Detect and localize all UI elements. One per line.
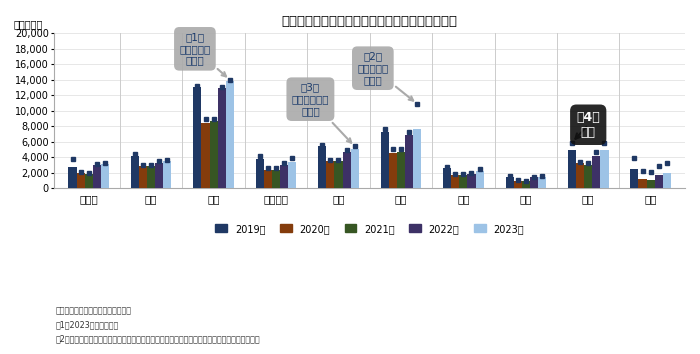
Bar	[381, 132, 388, 188]
Bar	[592, 156, 601, 188]
Bar	[193, 87, 202, 188]
Bar	[288, 162, 296, 188]
Bar	[351, 149, 359, 188]
Bar	[147, 166, 155, 188]
Text: 資料：観光庁「宿泊旅行統計調査」: 資料：観光庁「宿泊旅行統計調査」	[56, 306, 132, 315]
Bar	[584, 165, 592, 188]
Bar	[131, 156, 139, 188]
Bar	[101, 164, 109, 188]
Bar	[638, 179, 647, 188]
Bar	[218, 88, 226, 188]
Bar	[76, 173, 85, 188]
Bar	[654, 175, 663, 188]
Bar	[601, 150, 608, 188]
Bar	[93, 165, 101, 188]
Text: 第2位
京阪などの
都市部: 第2位 京阪などの 都市部	[357, 52, 413, 101]
Bar	[663, 173, 671, 188]
Bar	[272, 170, 280, 188]
Bar	[139, 166, 147, 188]
Bar	[209, 121, 218, 188]
Bar	[264, 170, 272, 188]
Bar	[335, 161, 342, 188]
Bar	[342, 152, 351, 188]
Text: （万人泊）: （万人泊）	[13, 19, 43, 29]
Bar	[318, 147, 326, 188]
Bar	[85, 173, 93, 188]
Text: 第4位
九州: 第4位 九州	[575, 111, 600, 139]
Text: 第1位
東京などの
都市部: 第1位 東京などの 都市部	[179, 32, 226, 76]
Bar	[413, 130, 421, 188]
Bar	[475, 171, 484, 188]
Bar	[631, 169, 638, 188]
Text: 注2：本表の棒グラフは日本人延べ宿泊者数を、マーカーは全体の延べ宿泊者数を示している。: 注2：本表の棒グラフは日本人延べ宿泊者数を、マーカーは全体の延べ宿泊者数を示して…	[56, 335, 260, 344]
Bar	[326, 161, 335, 188]
Bar	[459, 175, 468, 188]
Bar	[397, 152, 405, 188]
Bar	[530, 177, 538, 188]
Bar	[389, 153, 397, 188]
Legend: 2019年, 2020年, 2021年, 2022年, 2023年: 2019年, 2020年, 2021年, 2022年, 2023年	[211, 220, 528, 238]
Text: 第3位
名古屋などの
都市部: 第3位 名古屋などの 都市部	[292, 82, 351, 143]
Bar	[163, 161, 172, 188]
Bar	[155, 163, 163, 188]
Text: 注1：2023年は速報値。: 注1：2023年は速報値。	[56, 320, 119, 330]
Bar	[226, 81, 234, 188]
Bar	[452, 175, 459, 188]
Bar	[202, 123, 209, 188]
Bar	[69, 167, 76, 188]
Bar	[505, 177, 514, 188]
Bar	[468, 173, 475, 188]
Bar	[647, 180, 655, 188]
Title: 地方ブロック別延べ宿泊者数（全体及び日本人）: 地方ブロック別延べ宿泊者数（全体及び日本人）	[281, 15, 458, 28]
Bar	[280, 165, 288, 188]
Bar	[256, 159, 264, 188]
Bar	[514, 181, 522, 188]
Bar	[405, 135, 413, 188]
Bar	[576, 164, 584, 188]
Bar	[538, 177, 546, 188]
Bar	[443, 168, 452, 188]
Bar	[522, 181, 530, 188]
Bar	[568, 149, 576, 188]
